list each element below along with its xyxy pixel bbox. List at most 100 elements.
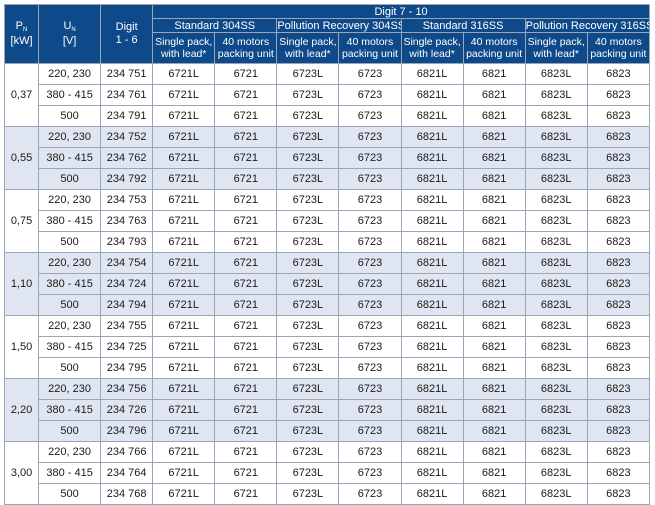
motors-line2: packing unit <box>466 48 523 60</box>
variant-code-cell: 6823 <box>586 399 651 421</box>
variant-code-cell: 6721 <box>214 252 278 274</box>
variant-code-cell: 6821 <box>462 294 526 316</box>
variant-code-cell: 6823L <box>524 189 588 211</box>
variant-code-cell: 6723 <box>338 357 402 379</box>
variant-code-cell: 6721 <box>214 147 278 169</box>
variant-code-cell: 6721 <box>214 420 278 442</box>
table-row: 500 234 792 6721L 6721 6723L 6723 6821L 6821 682… <box>5 168 651 190</box>
variant-code-cell: 6821 <box>462 273 526 295</box>
digit-code-cell: 234 793 <box>100 231 154 253</box>
single-pack-line2: with lead* <box>409 48 455 60</box>
variant-code-cell: 6821L <box>400 294 464 316</box>
variant-code-cell: 6821 <box>462 210 526 232</box>
header-motors-packing: 40 motors packing unit <box>462 32 526 64</box>
variant-code-cell: 6821L <box>400 378 464 400</box>
variant-code-cell: 6723 <box>338 168 402 190</box>
variant-code-cell: 6721L <box>152 399 216 421</box>
voltage-cell: 220, 230 <box>38 315 102 337</box>
variant-code-cell: 6721 <box>214 378 278 400</box>
variant-code-cell: 6721L <box>152 126 216 148</box>
table-row: 1,10 220, 230 234 754 6721L 6721 6723L 6723 682… <box>3 252 651 316</box>
variant-code-cell: 6721 <box>214 399 278 421</box>
voltage-cell: 220, 230 <box>38 189 102 211</box>
variant-code-cell: 6823 <box>586 336 651 358</box>
table-row: 380 - 415 234 762 6721L 6721 6723L 6723 6821L 6… <box>5 147 651 169</box>
variant-code-cell: 6823 <box>586 210 651 232</box>
variant-code-cell: 6723L <box>276 147 340 169</box>
variant-code-cell: 6823L <box>524 126 588 148</box>
header-motors-packing: 40 motors packing unit <box>214 32 278 64</box>
un-unit: [V] <box>62 35 77 47</box>
variant-code-cell: 6723L <box>276 84 340 106</box>
variant-code-cell: 6721L <box>152 84 216 106</box>
table-row: 500 234 793 6721L 6721 6723L 6723 6821L 6821 682… <box>5 231 651 253</box>
variant-code-cell: 6723 <box>338 420 402 442</box>
variant-code-cell: 6723 <box>338 84 402 106</box>
single-pack-line2: with lead* <box>285 48 331 60</box>
variant-code-cell: 6823 <box>586 147 651 169</box>
variant-code-cell: 6823L <box>524 105 588 127</box>
motors-line1: 40 motors <box>346 36 394 48</box>
variant-code-cell: 6721L <box>152 462 216 484</box>
variant-code-cell: 6723 <box>338 126 402 148</box>
variant-code-cell: 6821 <box>462 147 526 169</box>
voltage-cell: 380 - 415 <box>38 210 102 232</box>
header-motors-packing: 40 motors packing unit <box>586 32 651 64</box>
table-row: 500 234 794 6721L 6721 6723L 6723 6821L 6821 682… <box>5 294 651 316</box>
variant-code-cell: 6721L <box>152 252 216 274</box>
variant-code-cell: 6721 <box>214 441 278 463</box>
variant-code-cell: 6821 <box>462 315 526 337</box>
digit-code-cell: 234 752 <box>100 126 154 148</box>
single-pack-line1: Single pack, <box>279 36 337 48</box>
variant-code-cell: 6821L <box>400 126 464 148</box>
voltage-cell: 380 - 415 <box>38 84 102 106</box>
variant-code-cell: 6723L <box>276 357 340 379</box>
variant-code-cell: 6721L <box>152 147 216 169</box>
variant-code-cell: 6823 <box>586 105 651 127</box>
variant-code-cell: 6821 <box>462 105 526 127</box>
digit-code-cell: 234 768 <box>100 483 154 505</box>
header-group-3: Pollution Recovery 316SS <box>524 18 651 33</box>
variant-code-cell: 6721 <box>214 231 278 253</box>
power-cell: 1,50 <box>3 315 40 379</box>
table-row: 380 - 415 234 725 6721L 6721 6723L 6723 6821L 6… <box>5 336 651 358</box>
variant-code-cell: 6721L <box>152 231 216 253</box>
power-cell: 0,55 <box>3 126 40 190</box>
variant-code-cell: 6823L <box>524 441 588 463</box>
power-cell: 0,75 <box>3 189 40 253</box>
variant-code-cell: 6821L <box>400 315 464 337</box>
table-row: 1,50 220, 230 234 755 6721L 6721 6723L 6723 682… <box>3 315 651 379</box>
voltage-cell: 500 <box>38 483 102 505</box>
variant-code-cell: 6723L <box>276 273 340 295</box>
variant-code-cell: 6821 <box>462 252 526 274</box>
variant-code-cell: 6723L <box>276 168 340 190</box>
variant-code-cell: 6823 <box>586 231 651 253</box>
variant-code-cell: 6823 <box>586 63 651 85</box>
variant-code-cell: 6821 <box>462 378 526 400</box>
variant-code-cell: 6823 <box>586 84 651 106</box>
header-un: UN [V] <box>38 4 102 64</box>
header-single-pack: Single pack, with lead* <box>276 32 340 64</box>
variant-code-cell: 6821L <box>400 420 464 442</box>
variant-code-cell: 6723 <box>338 189 402 211</box>
variant-code-cell: 6823L <box>524 273 588 295</box>
un-symbol: U <box>63 20 72 32</box>
variant-code-cell: 6823L <box>524 483 588 505</box>
variant-code-cell: 6823 <box>586 378 651 400</box>
digit-code-cell: 234 792 <box>100 168 154 190</box>
voltage-cell: 380 - 415 <box>38 336 102 358</box>
table-row: 0,55 220, 230 234 752 6721L 6721 6723L 6723 682… <box>3 126 651 190</box>
variant-code-cell: 6823L <box>524 462 588 484</box>
digit-code-cell: 234 762 <box>100 147 154 169</box>
table-row: 500 234 796 6721L 6721 6723L 6723 6821L 6821 682… <box>5 420 651 442</box>
header-single-pack: Single pack, with lead* <box>152 32 216 64</box>
variant-code-cell: 6723L <box>276 63 340 85</box>
variant-code-cell: 6821 <box>462 84 526 106</box>
table-row: 500 234 768 6721L 6721 6723L 6723 6821L 6821 682… <box>5 483 651 505</box>
variant-code-cell: 6723L <box>276 399 340 421</box>
variant-code-cell: 6823L <box>524 168 588 190</box>
variant-code-cell: 6721L <box>152 483 216 505</box>
variant-code-cell: 6721 <box>214 294 278 316</box>
variant-code-cell: 6821 <box>462 63 526 85</box>
voltage-cell: 500 <box>38 420 102 442</box>
